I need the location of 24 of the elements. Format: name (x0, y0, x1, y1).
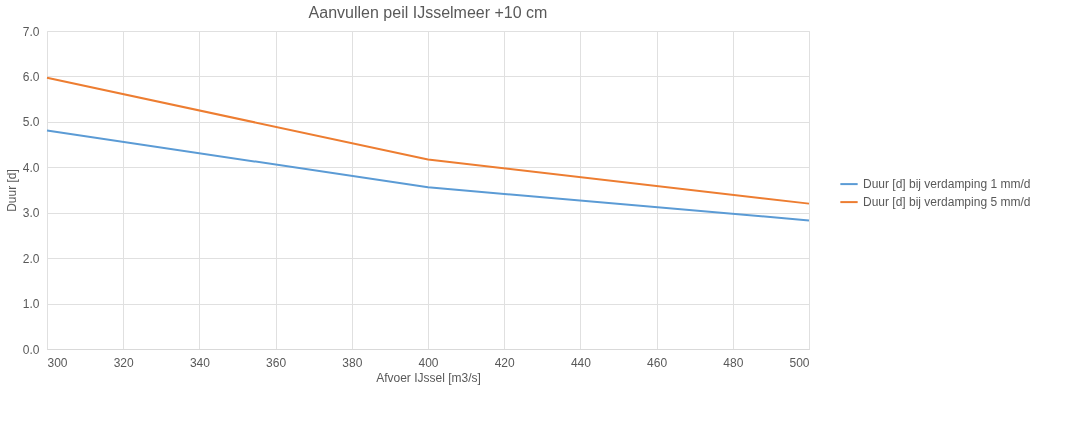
y-tick-label: 5.0 (22, 115, 40, 130)
x-tick-label: 460 (647, 355, 668, 370)
legend-label: Duur [d] bij verdamping 1 mm/d (863, 177, 1031, 192)
x-tick-label: 360 (266, 355, 287, 370)
chart-title: Aanvullen peil IJsselmeer +10 cm (308, 4, 548, 21)
x-axis-title: Afvoer IJssel [m3/s] (376, 370, 481, 385)
x-tick-label: 480 (723, 355, 744, 370)
x-tick-label: 400 (418, 355, 439, 370)
x-tick-label: 300 (47, 355, 68, 370)
y-tick-label: 4.0 (22, 160, 40, 175)
y-tick-label: 2.0 (22, 251, 40, 266)
y-tick-label: 3.0 (22, 206, 40, 221)
x-tick-label: 340 (189, 355, 211, 370)
y-tick-label: 0.0 (22, 342, 40, 357)
x-tick-label: 500 (789, 355, 810, 370)
legend-label: Duur [d] bij verdamping 5 mm/d (863, 195, 1031, 210)
x-tick-label: 320 (113, 355, 135, 370)
x-tick-label: 380 (342, 355, 363, 370)
y-axis-title: Duur [d] (4, 169, 19, 212)
x-tick-label: 440 (570, 355, 592, 370)
y-tick-label: 7.0 (22, 24, 40, 39)
y-tick-label: 1.0 (22, 297, 40, 312)
x-tick-label: 420 (494, 355, 516, 370)
y-tick-label: 6.0 (22, 69, 40, 84)
